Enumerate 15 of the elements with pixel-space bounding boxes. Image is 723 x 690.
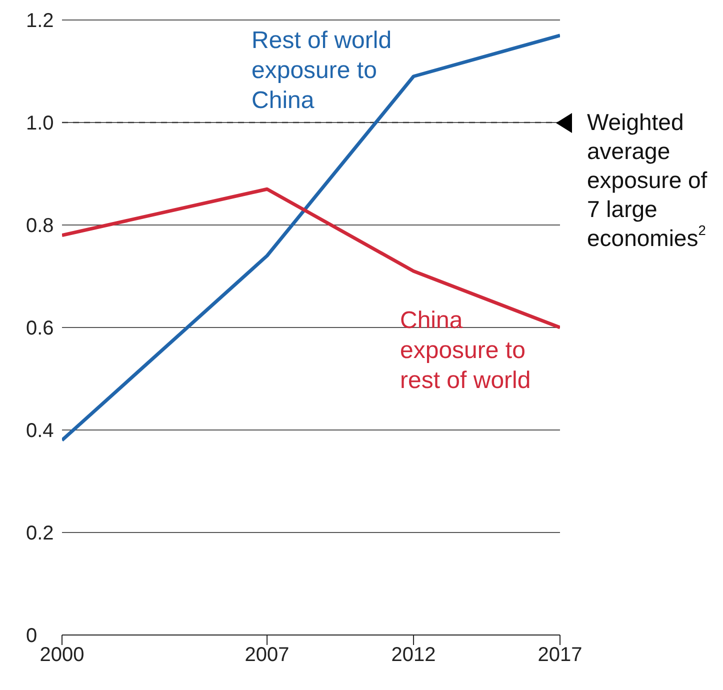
- y-tick-label: 0: [26, 625, 38, 648]
- y-tick-label: 0.8: [26, 215, 54, 238]
- x-tick-label: 2000: [40, 644, 84, 666]
- series-label: China exposure to rest of world: [400, 306, 532, 396]
- y-tick-label: 1.0: [26, 112, 54, 135]
- y-tick-label: 1.2: [26, 10, 54, 32]
- y-tick-label: 0.2: [26, 522, 54, 545]
- series-label: Rest of world exposure to China: [252, 26, 393, 116]
- y-tick-label: 0.4: [26, 420, 54, 442]
- line-series: [62, 187, 560, 330]
- y-tick-label: 0.6: [26, 318, 54, 340]
- x-tick-label: 2012: [391, 644, 436, 666]
- ref-line-label: Weighted average exposure of 7 large economies$^{2}$: [587, 108, 708, 252]
- x-tick-label: 2017: [538, 644, 582, 666]
- x-tick-label: 2007: [244, 644, 290, 666]
